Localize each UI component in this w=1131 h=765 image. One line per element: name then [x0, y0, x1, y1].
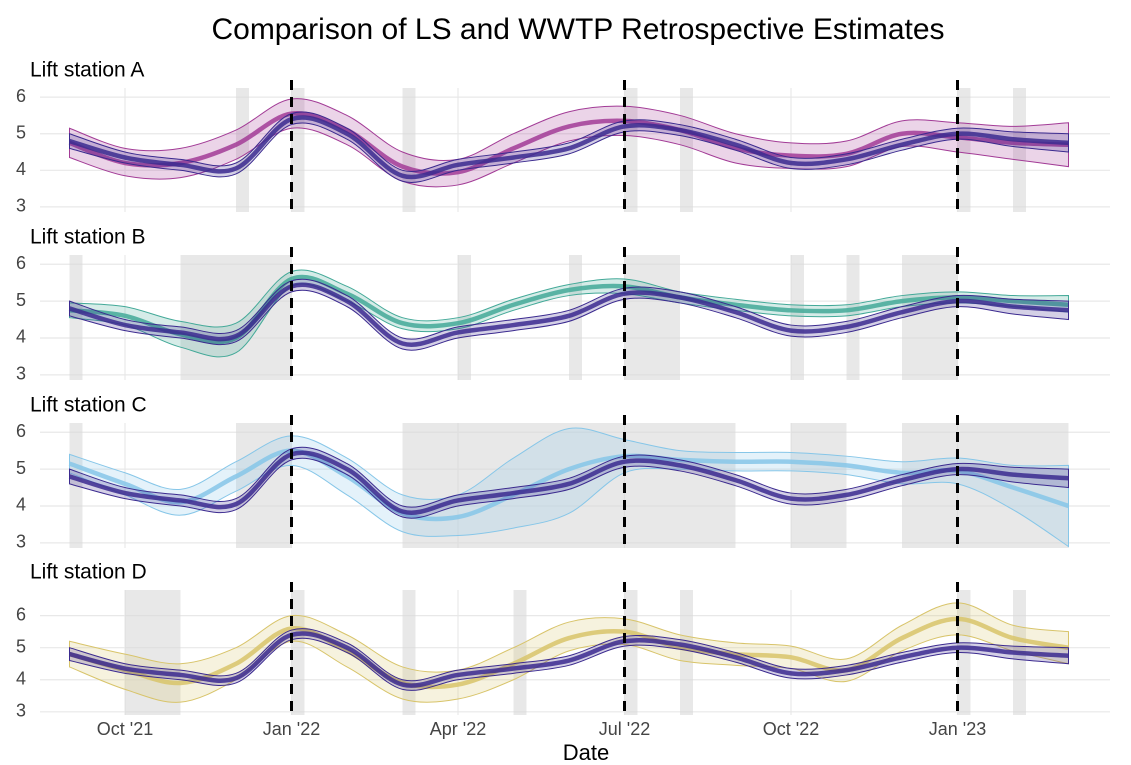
shaded-period	[458, 423, 625, 548]
shaded-period	[125, 590, 181, 715]
shaded-period	[624, 590, 638, 715]
x-axis-label: Date	[563, 740, 609, 765]
y-tick-label: 5	[16, 122, 26, 142]
shaded-period	[236, 423, 292, 548]
shaded-period	[680, 590, 693, 715]
y-tick-label: 5	[16, 458, 26, 478]
line	[68, 450, 1069, 515]
shaded-period	[680, 88, 693, 212]
shaded-period	[402, 423, 458, 548]
shaded-period	[291, 590, 305, 715]
line	[68, 111, 1069, 176]
y-tick-label: 6	[16, 421, 26, 441]
y-tick-label: 4	[16, 668, 26, 688]
x-tick-label: Apr '22	[430, 719, 486, 739]
line	[68, 616, 1069, 690]
x-tick-label: Jul '22	[599, 719, 650, 739]
y-tick-label: 4	[16, 159, 26, 179]
y-tick-label: 4	[16, 495, 26, 515]
shaded-period	[513, 590, 527, 715]
shaded-period	[1013, 88, 1026, 212]
x-tick-label: Oct '22	[763, 719, 819, 739]
shaded-period	[236, 88, 249, 212]
shaded-period	[458, 255, 471, 380]
y-tick-label: 6	[16, 604, 26, 624]
shaded-period	[624, 255, 680, 380]
y-tick-label: 6	[16, 253, 26, 273]
panel-title: Lift station A	[30, 59, 144, 82]
shaded-period	[180, 255, 292, 380]
x-tick-label: Jan '23	[929, 719, 986, 739]
shaded-period	[402, 88, 416, 212]
line	[68, 115, 1069, 180]
shaded-period	[957, 88, 971, 212]
y-tick-label: 3	[16, 364, 26, 384]
shaded-period	[569, 255, 582, 380]
y-tick-label: 3	[16, 532, 26, 552]
y-tick-label: 4	[16, 327, 26, 347]
y-tick-label: 3	[16, 701, 26, 721]
y-tick-label: 5	[16, 290, 26, 310]
shaded-period	[791, 255, 804, 380]
x-tick-label: Jan '22	[263, 719, 320, 739]
panel-title: Lift station C	[30, 394, 147, 417]
y-tick-label: 3	[16, 196, 26, 216]
panel-title: Lift station B	[30, 226, 146, 249]
y-tick-label: 6	[16, 86, 26, 106]
y-tick-label: 5	[16, 636, 26, 656]
shaded-period	[791, 423, 847, 548]
shaded-period	[624, 423, 680, 548]
line	[68, 631, 1069, 688]
shaded-period	[902, 255, 958, 380]
shaded-period	[846, 255, 860, 380]
panel-title: Lift station D	[30, 561, 147, 584]
chart-title: Comparison of LS and WWTP Retrospective …	[211, 13, 944, 46]
line	[68, 282, 1069, 347]
shaded-period	[902, 423, 958, 548]
line	[68, 448, 1070, 522]
shaded-period	[680, 423, 736, 548]
x-tick-label: Oct '21	[97, 719, 153, 739]
